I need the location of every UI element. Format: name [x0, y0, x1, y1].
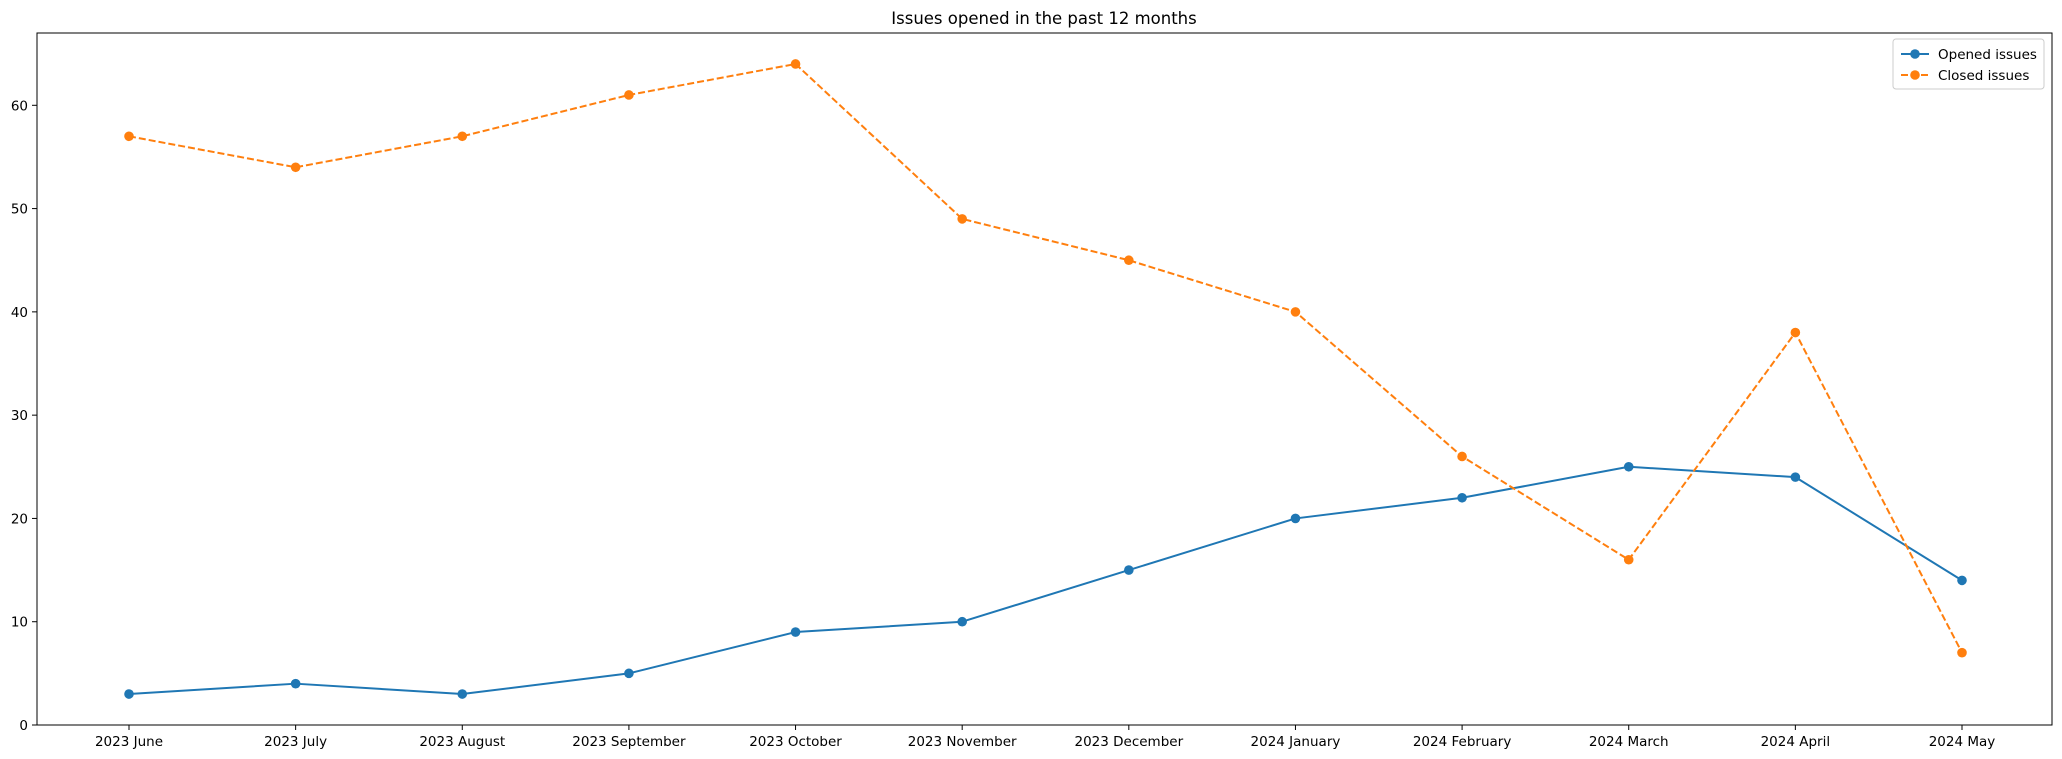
data-point-closed-issues [1790, 327, 1801, 338]
series-closed-issues [124, 59, 1967, 658]
data-point-opened-issues [457, 689, 468, 699]
data-point-opened-issues [1457, 492, 1467, 503]
x-tick-label: 2023 September [572, 734, 686, 750]
y-tick-label: 40 [11, 305, 28, 321]
x-tick-label: 2023 November [908, 734, 1017, 750]
series-line-opened-issues [128, 465, 1963, 696]
legend-marker-closed-issues [1910, 70, 1920, 80]
plot-area [36, 32, 2053, 726]
y-axis: 0 10 20 30 40 50 60 [11, 98, 37, 734]
chart-title: Issues opened in the past 12 months [891, 9, 1196, 28]
data-point-closed-issues [957, 214, 967, 224]
data-point-opened-issues [124, 689, 134, 699]
data-point-opened-issues [1623, 461, 1634, 472]
data-point-opened-issues [1124, 565, 1134, 575]
data-point-closed-issues [1290, 307, 1301, 317]
data-point-closed-issues [790, 59, 801, 69]
legend: Opened issues Closed issues [1892, 38, 2045, 90]
data-point-closed-issues [1124, 255, 1134, 266]
data-point-closed-issues [1957, 647, 1967, 658]
data-point-opened-issues [1957, 575, 1967, 586]
x-tick-label: 2024 January [1251, 734, 1341, 750]
legend-marker-opened-issues [1910, 49, 1920, 59]
data-point-opened-issues [290, 678, 301, 689]
y-tick-label: 0 [19, 718, 28, 734]
x-tick-label: 2023 August [419, 734, 505, 750]
data-point-closed-issues [624, 90, 634, 100]
y-tick-label: 30 [11, 408, 28, 424]
y-tick-label: 10 [11, 615, 28, 631]
series-opened-issues [124, 461, 1967, 699]
x-tick-label: 2024 February [1413, 734, 1511, 750]
x-tick-label: 2023 July [264, 734, 327, 750]
series-line-closed-issues [128, 62, 1963, 654]
data-point-opened-issues [624, 668, 634, 679]
y-tick-label: 60 [11, 98, 28, 114]
data-point-opened-issues [1290, 513, 1301, 524]
data-point-closed-issues [457, 131, 468, 142]
data-point-closed-issues [1457, 451, 1467, 462]
x-tick-label: 2023 October [749, 734, 842, 750]
data-point-opened-issues [957, 616, 967, 627]
x-tick-label: 2024 April [1761, 734, 1831, 750]
axes-frame [36, 32, 2053, 726]
data-point-closed-issues [290, 162, 301, 173]
data-point-closed-issues [124, 131, 134, 142]
legend-label-opened-issues: Opened issues [1938, 47, 2037, 63]
legend-box [1892, 38, 2045, 90]
x-axis: 2023 June 2023 July 2023 August 2023 Septem… [95, 725, 1995, 750]
series-layer [124, 59, 1967, 699]
x-tick-label: 2023 June [95, 734, 163, 750]
legend-label-closed-issues: Closed issues [1938, 68, 2029, 84]
data-point-opened-issues [1790, 472, 1801, 482]
x-tick-label: 2023 December [1074, 734, 1183, 750]
x-tick-label: 2024 March [1589, 734, 1669, 750]
x-tick-label: 2024 May [1929, 734, 1996, 750]
y-tick-label: 20 [11, 511, 28, 527]
data-point-closed-issues [1623, 554, 1634, 565]
y-tick-label: 50 [11, 202, 28, 218]
data-point-opened-issues [790, 627, 801, 637]
